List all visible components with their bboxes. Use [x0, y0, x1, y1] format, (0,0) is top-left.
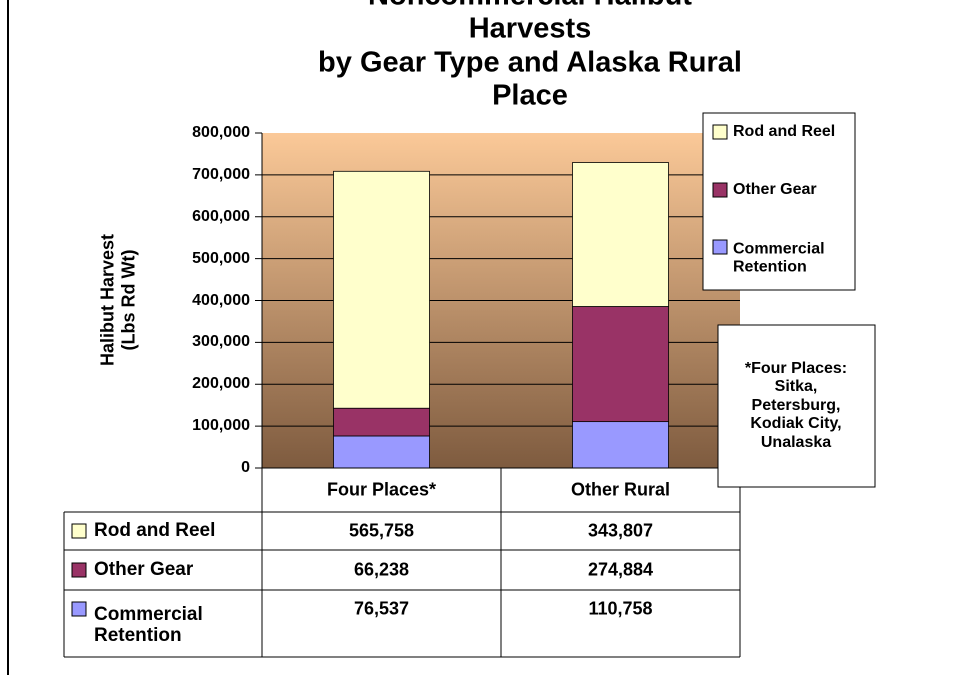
- x-tick-label: Other Rural: [570, 479, 671, 500]
- note: *Four Places: Sitka, Petersburg, Kodiak …: [744, 360, 848, 451]
- y-tick-label: 100,000: [192, 416, 250, 434]
- table-value: 66,238: [353, 559, 410, 580]
- legend-swatch: [712, 124, 728, 140]
- y-axis-label: Halibut Harvest (Lbs Rd Wt): [97, 233, 138, 367]
- y-tick-label: 700,000: [192, 165, 250, 183]
- y-tick-label: 300,000: [192, 333, 250, 351]
- y-tick-label: 600,000: [192, 207, 250, 225]
- bar-segment: [572, 162, 669, 307]
- legend-box: [702, 112, 856, 291]
- table-value: 274,884: [587, 559, 654, 580]
- y-tick-label: 200,000: [192, 375, 250, 393]
- y-tick-label: 500,000: [192, 249, 250, 267]
- bar-segment: [572, 421, 669, 469]
- bar-segment: [333, 170, 430, 409]
- table-swatch: [71, 601, 87, 617]
- bar-segment: [572, 306, 669, 423]
- table-value: 343,807: [587, 520, 654, 541]
- y-tick-label: 800,000: [192, 123, 250, 141]
- table-swatch: [71, 562, 87, 578]
- legend-swatch: [712, 239, 728, 255]
- table-value: 76,537: [353, 598, 410, 619]
- table-swatch: [71, 523, 87, 539]
- y-tick-label: 400,000: [192, 291, 250, 309]
- legend-swatch: [712, 182, 728, 198]
- note-box: [717, 324, 876, 488]
- legend-label: Rod and Reel: [733, 122, 836, 140]
- bar-segment: [333, 435, 430, 469]
- table-value: 565,758: [348, 520, 415, 541]
- table-value: 110,758: [588, 598, 653, 619]
- table-row-label: Other Gear: [94, 559, 194, 581]
- table-row-label: Commercial Retention: [94, 603, 203, 647]
- legend-label: Commercial Retention: [733, 240, 825, 276]
- y-tick-label: 0: [241, 458, 250, 476]
- legend-label: Other Gear: [733, 180, 817, 198]
- bar-segment: [333, 407, 430, 437]
- table-row-label: Rod and Reel: [94, 520, 216, 542]
- x-tick-label: Four Places*: [326, 479, 437, 500]
- chart-title: Noncommercial Halibut Harvests by Gear T…: [318, 0, 742, 112]
